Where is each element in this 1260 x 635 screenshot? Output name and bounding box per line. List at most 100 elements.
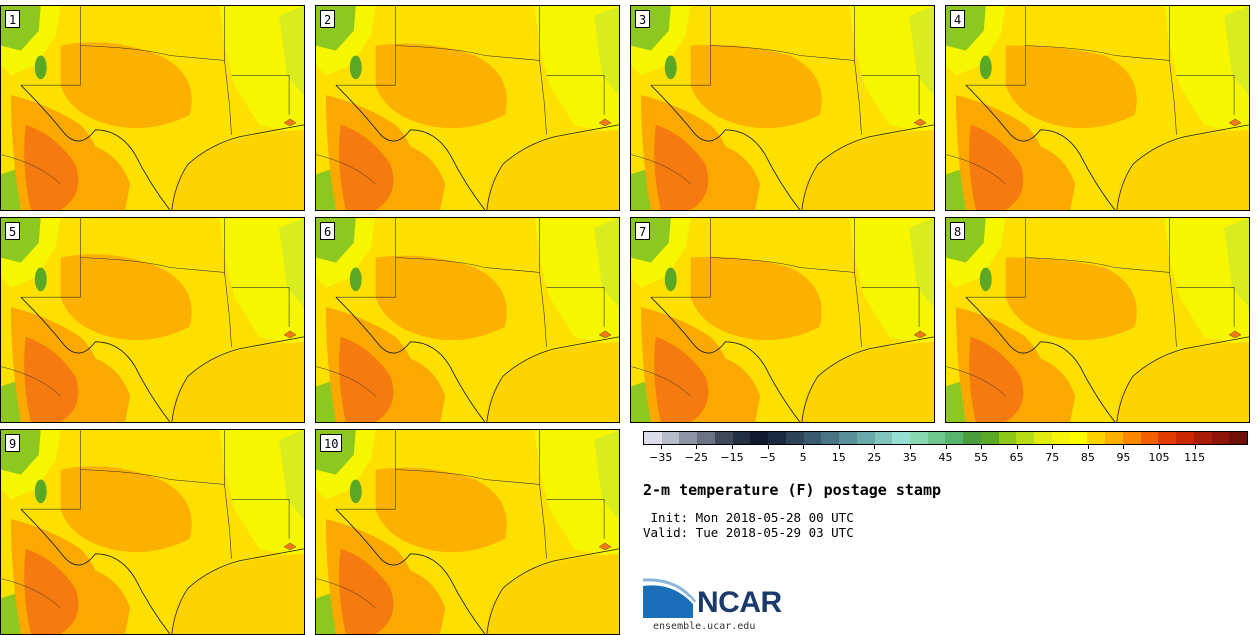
colorbar-swatch xyxy=(1193,432,1212,444)
colorbar-swatch xyxy=(1176,432,1194,444)
colorbar-swatch xyxy=(1122,432,1141,444)
colorbar-tick-label: 105 xyxy=(1148,451,1170,464)
colorbar-tick xyxy=(981,445,983,449)
colorbar-swatch xyxy=(1211,432,1230,444)
member-label: 4 xyxy=(950,10,966,28)
colorbar-tick xyxy=(874,445,876,449)
ensemble-member-panel: 2 xyxy=(315,5,620,211)
colorbar-tick-label: 15 xyxy=(831,451,846,464)
ensemble-member-panel: 9 xyxy=(0,429,305,635)
colorbar-tick xyxy=(838,445,840,449)
temperature-map xyxy=(946,6,1249,210)
colorbar-swatch xyxy=(1051,432,1070,444)
colorbar-swatch xyxy=(679,432,698,444)
member-label: 2 xyxy=(320,10,336,28)
chart-title: 2-m temperature (F) postage stamp xyxy=(643,481,942,499)
colorbar-ticks: −35 −25 −15 −5 5 15 25 35 45 55 65 75 85 95 105 115 xyxy=(643,445,1248,467)
colorbar-tick-label: 55 xyxy=(974,451,989,464)
colorbar-swatch xyxy=(1087,432,1106,444)
member-label: 3 xyxy=(635,10,651,28)
temperature-map xyxy=(946,218,1249,422)
colorbar-tick xyxy=(1123,445,1125,449)
colorbar-tick-label: 115 xyxy=(1184,451,1206,464)
colorbar-tick xyxy=(803,445,805,449)
temperature-map xyxy=(316,6,619,210)
colorbar-tick-label: −5 xyxy=(759,451,776,464)
logo-wordmark: NCAR xyxy=(697,586,782,619)
colorbar-tick-label: 45 xyxy=(938,451,953,464)
temperature-map xyxy=(1,430,304,634)
colorbar-swatch xyxy=(1034,432,1052,444)
colorbar-tick xyxy=(909,445,911,449)
member-label: 1 xyxy=(5,10,21,28)
valid-time: Valid: Tue 2018-05-29 03 UTC xyxy=(643,525,854,540)
temperature-map xyxy=(1,6,304,210)
ncar-logo-icon xyxy=(643,578,697,618)
colorbar-tick-label: 5 xyxy=(799,451,807,464)
ensemble-member-panel: 7 xyxy=(630,217,935,423)
colorbar-tick-label: −15 xyxy=(720,451,744,464)
colorbar-swatch xyxy=(1069,432,1088,444)
colorbar-tick-label: −35 xyxy=(649,451,673,464)
temperature-map xyxy=(316,430,619,634)
colorbar-tick-label: 65 xyxy=(1009,451,1024,464)
colorbar-tick xyxy=(1016,445,1018,449)
colorbar-swatch xyxy=(927,432,946,444)
colorbar-tick-label: 85 xyxy=(1080,451,1095,464)
colorbar-swatch xyxy=(785,432,804,444)
ensemble-member-panel: 4 xyxy=(945,5,1250,211)
colorbar-swatch xyxy=(750,432,769,444)
colorbar-tick-label: 35 xyxy=(902,451,917,464)
member-label: 10 xyxy=(320,434,343,452)
ensemble-member-panel: 6 xyxy=(315,217,620,423)
colorbar-swatch xyxy=(839,432,857,444)
ensemble-member-panel: 3 xyxy=(630,5,935,211)
temperature-map xyxy=(316,218,619,422)
colorbar-tick-label: 25 xyxy=(867,451,882,464)
colorbar-swatch xyxy=(1140,432,1159,444)
member-label: 9 xyxy=(5,434,21,452)
colorbar-swatch xyxy=(768,432,786,444)
colorbar-swatch xyxy=(1229,432,1247,444)
colorbar-tick xyxy=(1159,445,1161,449)
member-label: 8 xyxy=(950,222,966,240)
footer-url: ensemble.ucar.edu xyxy=(653,621,756,632)
colorbar-tick xyxy=(1194,445,1196,449)
colorbar-swatch xyxy=(980,432,999,444)
colorbar-swatch xyxy=(945,432,964,444)
colorbar-swatch xyxy=(803,432,822,444)
colorbar-swatch xyxy=(1016,432,1035,444)
colorbar-tick xyxy=(767,445,769,449)
colorbar-tick xyxy=(660,445,662,449)
colorbar-swatch xyxy=(910,432,928,444)
colorbar-swatch xyxy=(661,432,680,444)
temperature-map xyxy=(631,6,934,210)
colorbar-tick-label: 75 xyxy=(1045,451,1060,464)
ensemble-member-panel: 10 xyxy=(315,429,620,635)
colorbar-tick xyxy=(1052,445,1054,449)
colorbar-swatch xyxy=(821,432,840,444)
temperature-map xyxy=(1,218,304,422)
colorbar-tick xyxy=(945,445,947,449)
colorbar-tick-label: 95 xyxy=(1116,451,1131,464)
colorbar-tick-label: −25 xyxy=(684,451,708,464)
colorbar-swatch xyxy=(892,432,911,444)
colorbar-swatch xyxy=(856,432,875,444)
temperature-colorbar xyxy=(643,431,1248,445)
colorbar-swatch xyxy=(1105,432,1123,444)
member-label: 5 xyxy=(5,222,21,240)
ensemble-member-panel: 1 xyxy=(0,5,305,211)
member-label: 7 xyxy=(635,222,651,240)
colorbar-swatch xyxy=(714,432,733,444)
colorbar-tick xyxy=(1087,445,1089,449)
colorbar-swatch xyxy=(1158,432,1177,444)
colorbar-swatch xyxy=(874,432,893,444)
member-label: 6 xyxy=(320,222,336,240)
temperature-map xyxy=(631,218,934,422)
init-time: Init: Mon 2018-05-28 00 UTC xyxy=(643,510,854,525)
colorbar-tick xyxy=(696,445,698,449)
colorbar-swatch xyxy=(998,432,1017,444)
colorbar-swatch xyxy=(644,432,662,444)
ensemble-member-panel: 5 xyxy=(0,217,305,423)
colorbar-swatch xyxy=(697,432,715,444)
